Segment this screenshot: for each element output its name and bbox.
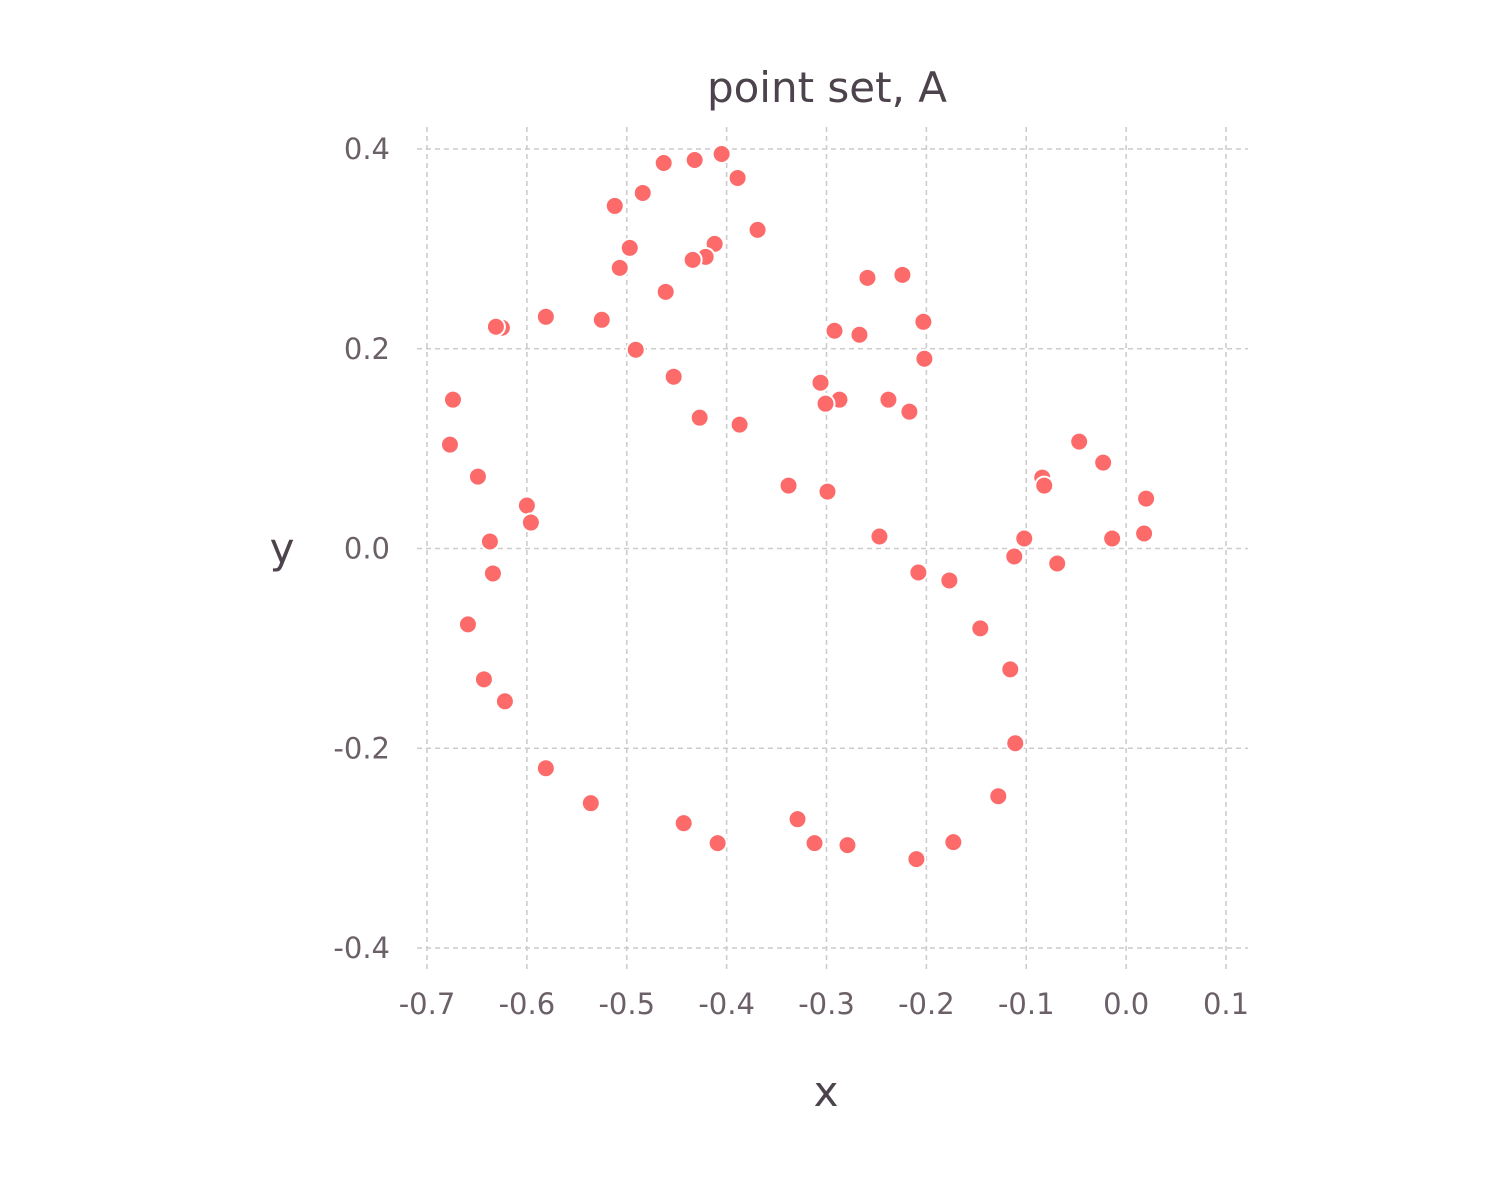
data-point	[520, 512, 541, 533]
x-tick-label: -0.6	[499, 987, 556, 1021]
data-point	[824, 320, 845, 341]
data-point	[869, 526, 890, 547]
data-point	[1034, 475, 1055, 496]
x-tick-label: -0.4	[698, 987, 755, 1021]
data-point	[673, 813, 694, 834]
data-point	[899, 401, 920, 422]
data-point	[906, 849, 927, 870]
data-point	[604, 195, 625, 216]
data-point	[892, 264, 913, 285]
data-point	[815, 393, 836, 414]
data-point	[787, 809, 808, 830]
data-point	[837, 835, 858, 856]
data-point	[682, 249, 703, 270]
data-point	[632, 182, 653, 203]
data-point	[619, 237, 640, 258]
data-point	[939, 570, 960, 591]
data-point	[1069, 431, 1090, 452]
data-point	[535, 306, 556, 327]
data-point	[729, 414, 750, 435]
data-point	[655, 281, 676, 302]
data-point	[1136, 488, 1157, 509]
data-point	[878, 389, 899, 410]
chart-title: point set, A	[707, 63, 947, 112]
data-point	[591, 309, 612, 330]
data-point	[535, 758, 556, 779]
data-point	[804, 833, 825, 854]
data-point	[727, 167, 748, 188]
data-point	[943, 832, 964, 853]
data-point	[1134, 523, 1155, 544]
data-point	[494, 691, 515, 712]
data-point	[1005, 733, 1026, 754]
data-point	[473, 669, 494, 690]
data-point	[970, 618, 991, 639]
data-point	[1047, 553, 1068, 574]
data-point	[778, 475, 799, 496]
data-point	[663, 366, 684, 387]
data-point	[857, 267, 878, 288]
y-axis-title: y	[270, 524, 295, 573]
x-tick-label: -0.1	[998, 987, 1055, 1021]
y-tick-label: 0.0	[344, 532, 390, 566]
data-point	[908, 562, 929, 583]
data-point	[1000, 659, 1021, 680]
data-point	[485, 316, 506, 337]
data-point	[609, 257, 630, 278]
data-point	[457, 614, 478, 635]
data-point	[747, 219, 768, 240]
data-point	[479, 531, 500, 552]
data-point	[914, 348, 935, 369]
data-point	[625, 339, 646, 360]
data-point	[442, 389, 463, 410]
data-point	[707, 833, 728, 854]
data-point	[810, 372, 831, 393]
data-point	[482, 563, 503, 584]
data-point	[711, 143, 732, 164]
data-point	[849, 324, 870, 345]
data-point	[1004, 546, 1025, 567]
y-tick-label: 0.4	[344, 132, 390, 166]
data-point	[988, 786, 1009, 807]
data-point	[913, 311, 934, 332]
x-tick-label: -0.2	[898, 987, 955, 1021]
x-axis-title: x	[814, 1067, 839, 1116]
x-tick-label: -0.7	[399, 987, 456, 1021]
y-tick-label: -0.2	[333, 731, 390, 765]
data-point	[516, 495, 537, 516]
data-point	[1102, 528, 1123, 549]
data-point	[653, 152, 674, 173]
data-point	[439, 434, 460, 455]
data-point	[817, 481, 838, 502]
data-point	[1014, 528, 1035, 549]
data-point	[684, 149, 705, 170]
data-point	[689, 407, 710, 428]
x-tick-label: -0.3	[798, 987, 855, 1021]
data-point	[1093, 452, 1114, 473]
x-tick-label: -0.5	[598, 987, 655, 1021]
data-point	[467, 466, 488, 487]
data-point	[580, 793, 601, 814]
data-points	[439, 143, 1157, 870]
x-tick-label: 0.1	[1203, 987, 1249, 1021]
y-tick-label: -0.4	[333, 931, 390, 965]
tick-labels: -0.7 -0.6 -0.5 -0.4 -0.3 -0.2 -0.1 0.0 0.1 -0.4 -0…	[333, 132, 1249, 1021]
y-tick-label: 0.2	[344, 332, 390, 366]
grid	[417, 127, 1248, 970]
x-tick-label: 0.0	[1103, 987, 1149, 1021]
